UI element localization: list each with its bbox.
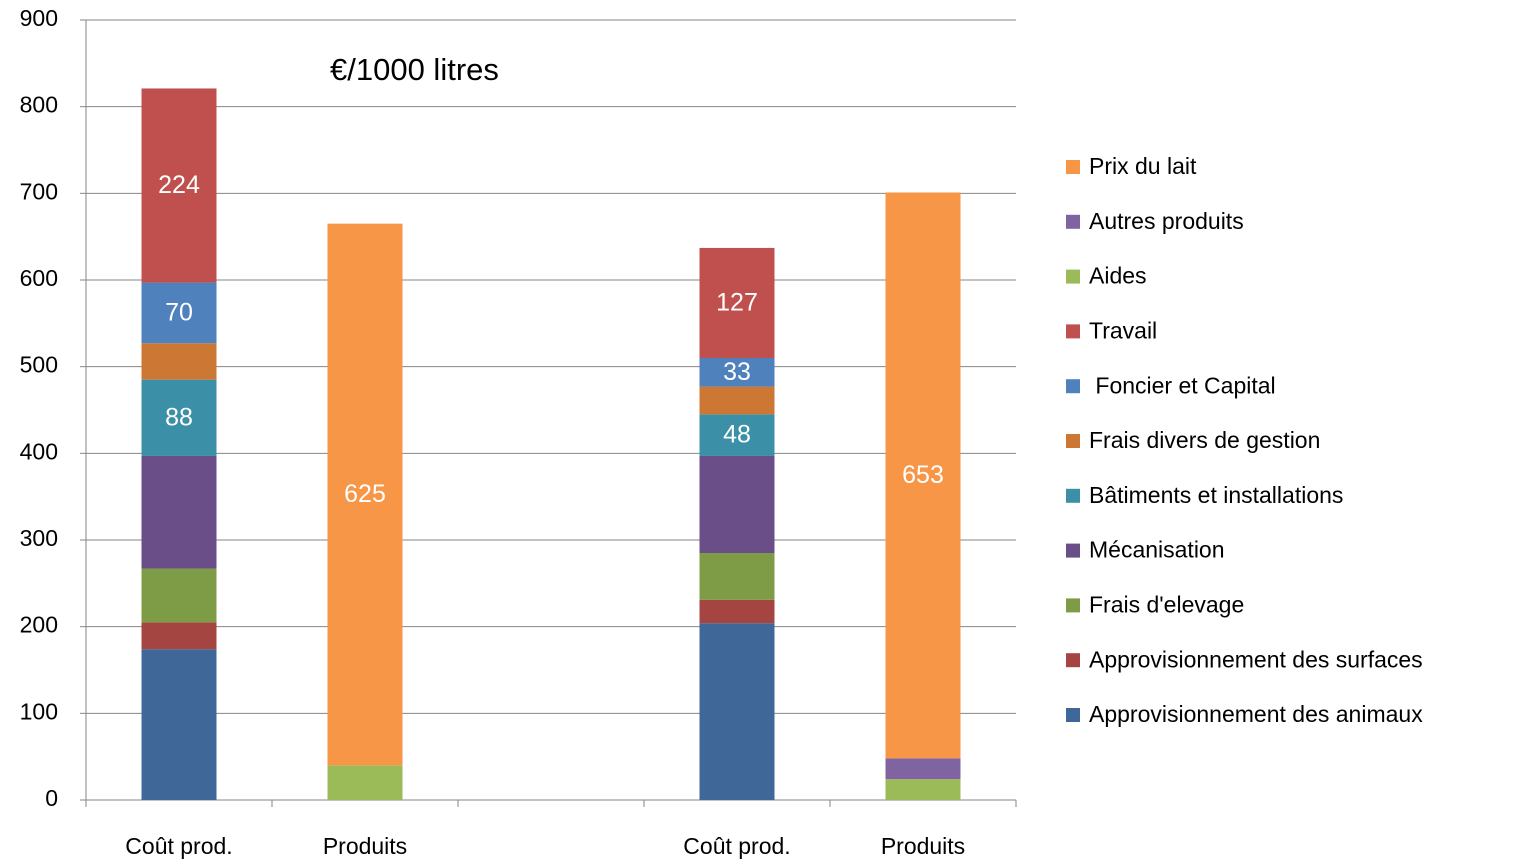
- y-tick-label: 500: [20, 352, 58, 378]
- y-tick-label: 200: [20, 612, 58, 638]
- legend-label: Travail: [1089, 317, 1157, 343]
- bar-segment: [885, 758, 961, 780]
- legend-swatch: [1066, 598, 1080, 613]
- bar-segment: [699, 386, 775, 415]
- data-label: 33: [723, 358, 751, 386]
- bar-segment: [699, 414, 775, 456]
- legend-label: Bâtiments et installations: [1089, 482, 1343, 508]
- x-tick-label: Coût prod.: [125, 833, 232, 859]
- bar-segment: [699, 247, 775, 358]
- legend-swatch: [1066, 379, 1080, 394]
- data-label: 88: [165, 403, 193, 431]
- bar-segment: [699, 358, 775, 387]
- data-label: 70: [165, 299, 193, 327]
- bar-segment: [141, 379, 217, 456]
- legend-label: Autres produits: [1089, 208, 1244, 234]
- bar-segment: [699, 553, 775, 600]
- bar-segment: [141, 622, 217, 650]
- data-label: 625: [344, 480, 386, 508]
- legend-label: Frais d'elevage: [1089, 591, 1244, 617]
- bar-segment: [699, 455, 775, 553]
- y-tick-label: 800: [20, 92, 58, 118]
- legend-label: Approvisionnement des surfaces: [1089, 646, 1423, 672]
- data-label: 127: [716, 289, 758, 317]
- legend-label: Approvisionnement des animaux: [1089, 701, 1423, 727]
- bar-segment: [699, 623, 775, 800]
- legend-swatch: [1066, 708, 1080, 722]
- legend-label: Aides: [1089, 263, 1147, 289]
- legend-swatch: [1066, 324, 1080, 339]
- data-label: 48: [723, 421, 751, 449]
- legend-label: Foncier et Capital: [1089, 372, 1276, 398]
- x-tick-label: Produits: [881, 833, 965, 859]
- legend-swatch: [1066, 434, 1080, 448]
- y-tick-label: 700: [20, 178, 58, 204]
- annotation: €/1000 litres: [330, 52, 499, 87]
- data-label: 653: [902, 461, 944, 489]
- bar-segment: [327, 765, 403, 800]
- bar-segment: [327, 223, 403, 766]
- legend-swatch: [1066, 543, 1080, 558]
- bar-segment: [141, 282, 217, 344]
- y-tick-label: 300: [20, 525, 58, 551]
- y-tick-label: 400: [20, 438, 58, 464]
- legend-swatch: [1066, 214, 1080, 229]
- bar-segment: [141, 568, 217, 623]
- legend-label: Prix du lait: [1089, 153, 1197, 179]
- bar-segment: [141, 455, 217, 569]
- bar-segment: [699, 599, 775, 624]
- data-label: 224: [158, 171, 200, 199]
- y-tick-label: 900: [20, 5, 58, 31]
- y-tick-label: 0: [45, 785, 58, 811]
- legend-swatch: [1066, 269, 1080, 284]
- x-tick-label: Coût prod.: [683, 833, 790, 859]
- legend-label: Mécanisation: [1089, 537, 1225, 563]
- y-tick-label: 100: [20, 698, 58, 724]
- bar-segment: [141, 88, 217, 283]
- x-tick-label: Produits: [323, 833, 407, 859]
- legend-swatch: [1066, 160, 1080, 174]
- bar-segment: [141, 649, 217, 800]
- bar-segment: [141, 343, 217, 380]
- legend-swatch: [1066, 653, 1080, 668]
- y-tick-label: 600: [20, 265, 58, 291]
- bar-segment: [885, 192, 961, 759]
- bar-segment: [885, 779, 961, 800]
- legend-label: Frais divers de gestion: [1089, 427, 1320, 453]
- legend-swatch: [1066, 488, 1080, 503]
